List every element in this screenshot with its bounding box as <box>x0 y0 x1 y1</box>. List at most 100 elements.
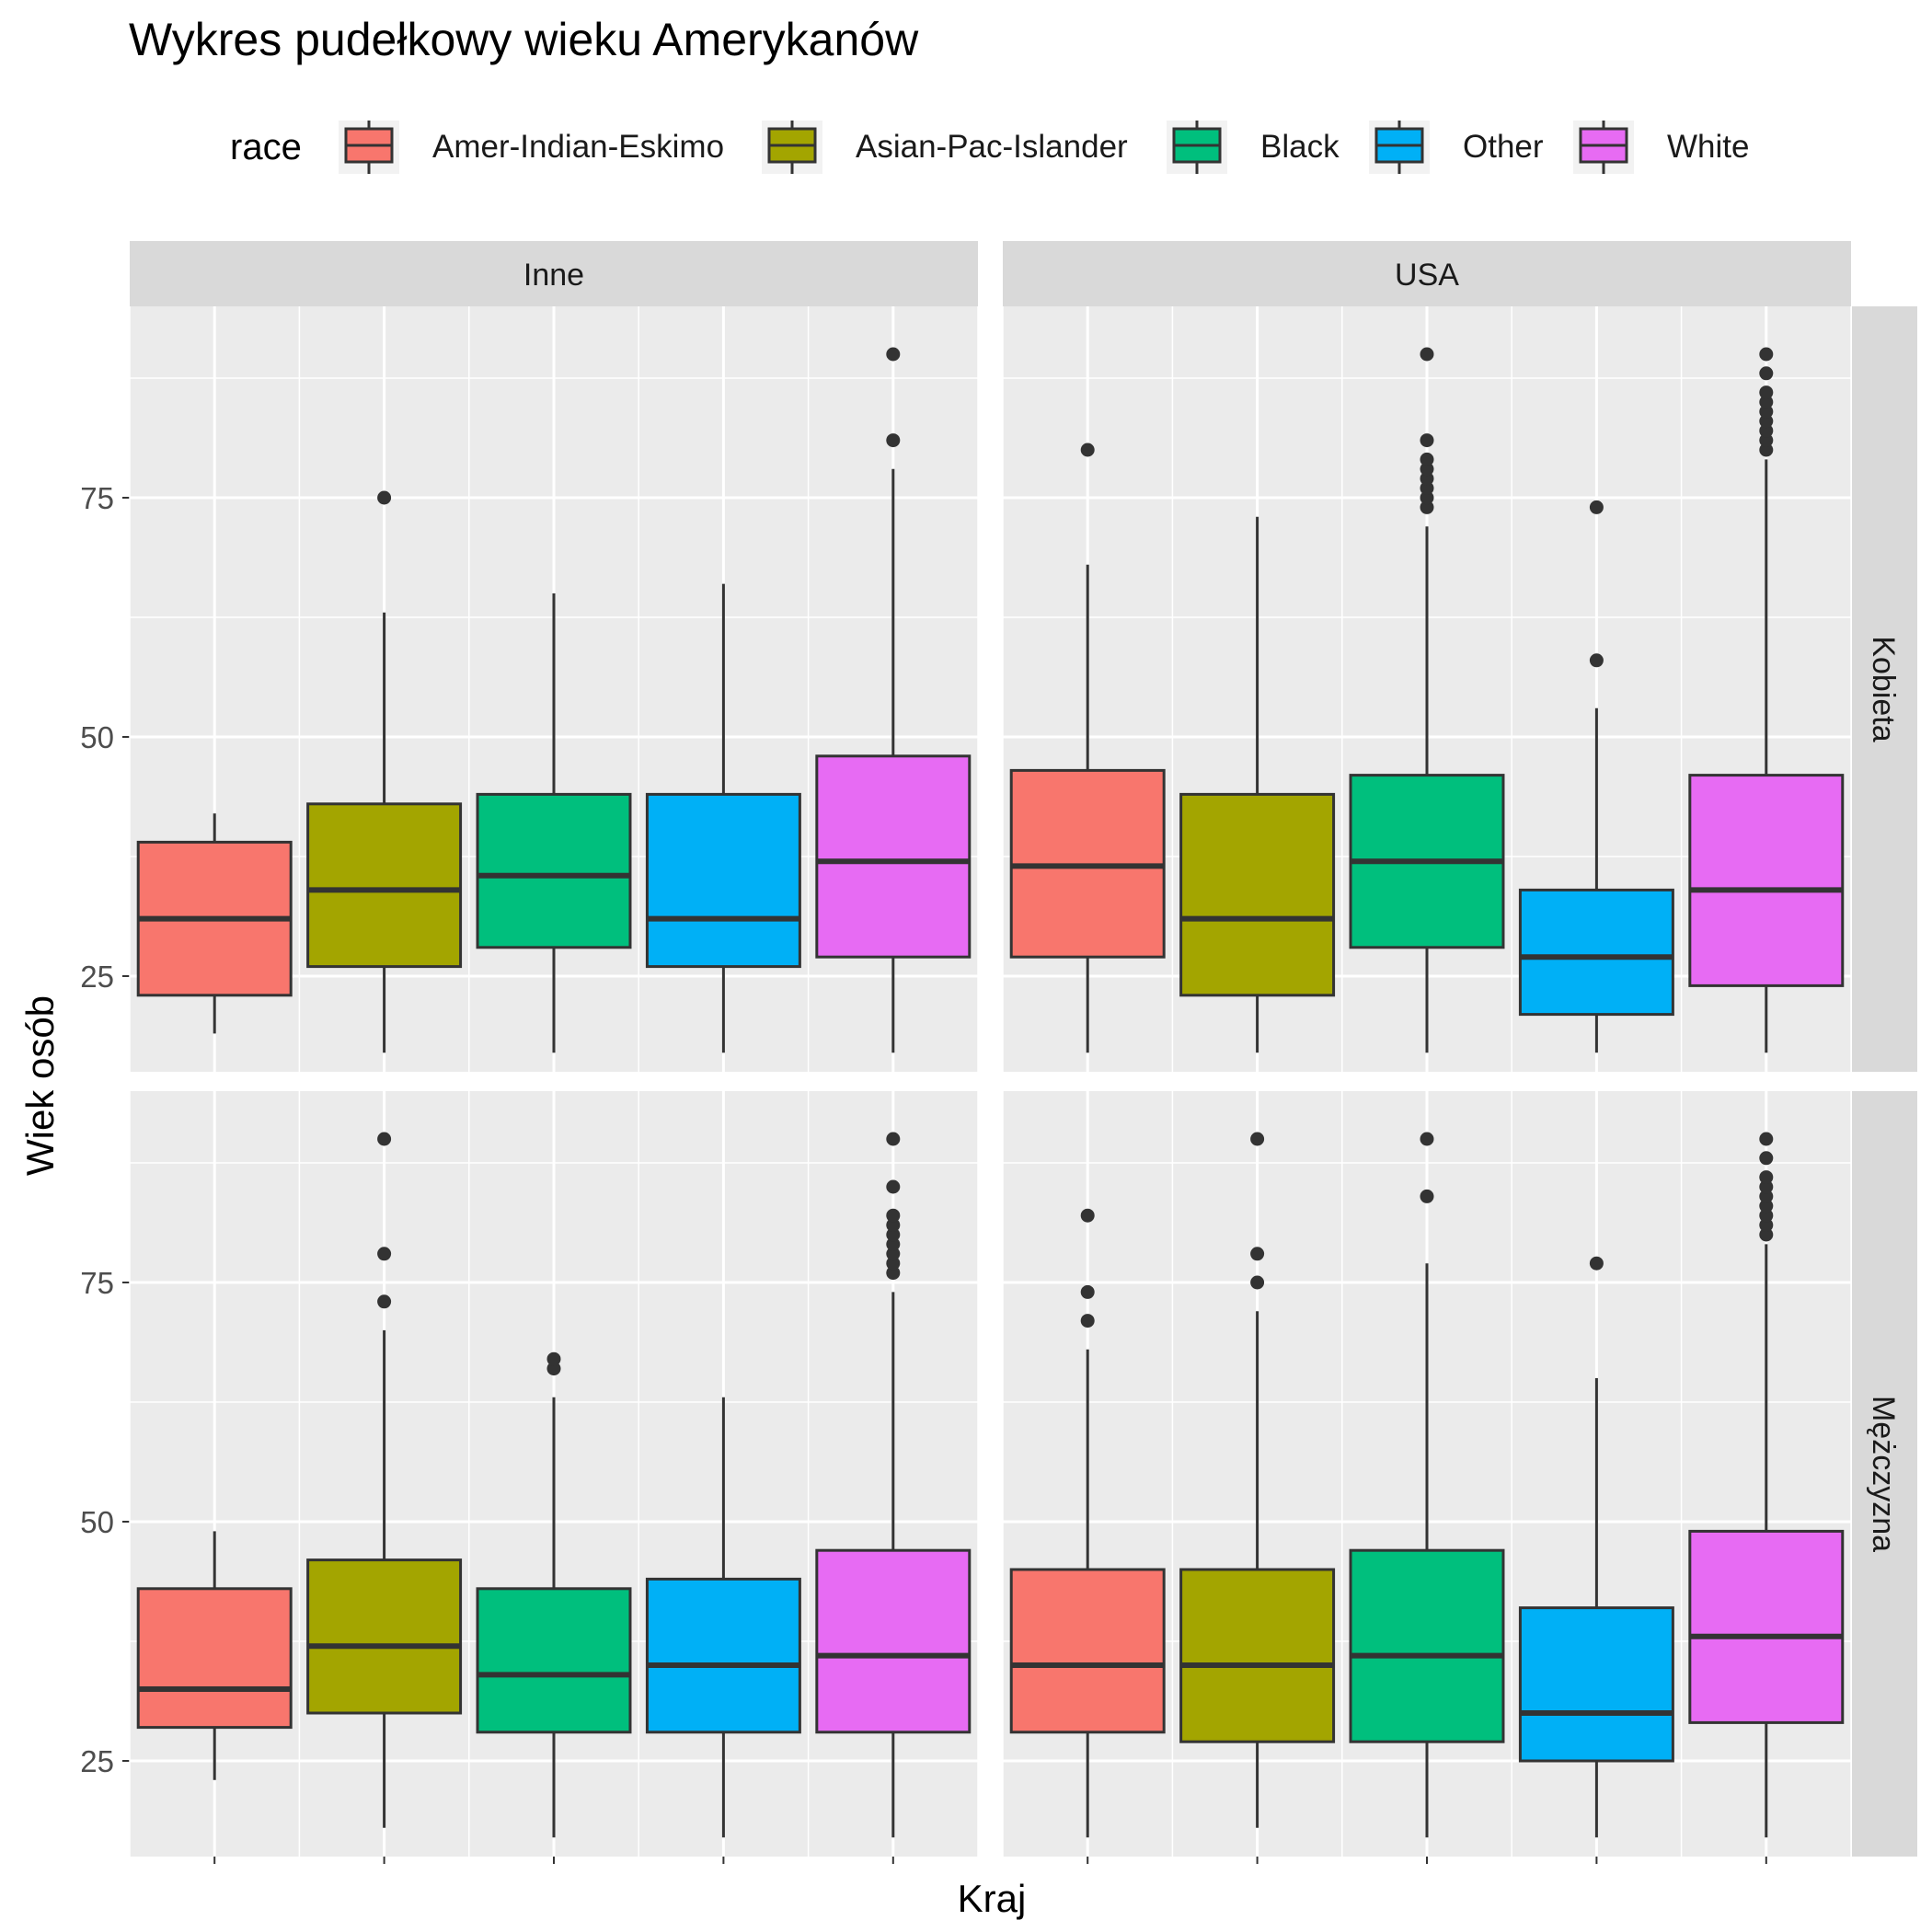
outlier-white <box>886 1247 901 1261</box>
outlier-white <box>1759 1170 1774 1185</box>
outlier-white <box>1759 1189 1774 1203</box>
strip-label-mężczyzna: Mężczyzna <box>1866 1396 1901 1552</box>
legend: race Amer-Indian-Eskimo Asian-Pac-Islande… <box>230 121 1749 174</box>
y-tick-label: 50 <box>80 720 114 754</box>
outlier-white <box>1759 385 1774 400</box>
panel-usa-kobieta <box>1002 306 1852 1072</box>
strip-usa <box>1003 241 1851 306</box>
outlier-white <box>1759 1218 1774 1233</box>
legend-label-black: Black <box>1260 129 1340 165</box>
outlier-amer-indian-eskimo <box>1080 1284 1095 1299</box>
box-other <box>645 1577 801 1734</box>
y-tick-label: 75 <box>80 481 114 515</box>
outlier-amer-indian-eskimo <box>1080 1208 1095 1223</box>
box-amer-indian-eskimo <box>136 1587 293 1730</box>
outlier-black <box>1420 471 1434 486</box>
outlier-other <box>1589 653 1604 668</box>
outlier-white <box>886 1227 901 1242</box>
outlier-white <box>886 1208 901 1223</box>
legend-label-asian-pac-islander: Asian-Pac-Islander <box>856 129 1128 165</box>
outlier-black <box>1420 1132 1434 1146</box>
outlier-white <box>1759 366 1774 381</box>
box-asian-pac-islander <box>1179 792 1336 997</box>
box-asian-pac-islander <box>1179 1568 1336 1743</box>
outlier-white <box>886 1179 901 1194</box>
outlier-white <box>1759 1199 1774 1213</box>
outlier-black <box>1420 433 1434 448</box>
outlier-white <box>1759 1208 1774 1223</box>
panel-usa-mężczyzna <box>1002 1091 1852 1864</box>
outlier-asian-pac-islander <box>377 1132 392 1146</box>
outlier-white <box>886 1256 901 1271</box>
outlier-white <box>886 1132 901 1146</box>
outlier-other <box>1589 1256 1604 1271</box>
outlier-black <box>1420 500 1434 514</box>
outlier-white <box>886 347 901 362</box>
outlier-black <box>1420 347 1434 362</box>
outlier-asian-pac-islander <box>1250 1275 1265 1290</box>
strip-mężczyzna <box>1852 1091 1917 1857</box>
y-tick-label: 25 <box>80 1744 114 1778</box>
chart-title: Wykres pudełkowy wieku Amerykanów <box>129 14 919 65</box>
strip-kobieta <box>1852 306 1917 1072</box>
outlier-asian-pac-islander <box>1250 1132 1265 1146</box>
outlier-amer-indian-eskimo <box>1080 1314 1095 1328</box>
outlier-asian-pac-islander <box>377 1247 392 1261</box>
strip-label-usa: USA <box>1395 258 1459 293</box>
strip-inne <box>130 241 978 306</box>
strip-label-kobieta: Kobieta <box>1866 636 1901 742</box>
outlier-asian-pac-islander <box>1250 1247 1265 1261</box>
y-tick-label: 75 <box>80 1266 114 1300</box>
panel-inne-kobieta <box>129 306 979 1072</box>
outlier-white <box>886 1218 901 1233</box>
legend-label-other: Other <box>1463 129 1544 165</box>
box-white <box>1688 1529 1845 1724</box>
legend-label-amer-indian-eskimo: Amer-Indian-Eskimo <box>432 129 724 165</box>
outlier-white <box>1759 347 1774 362</box>
box-other <box>645 792 801 969</box>
box-other <box>1518 888 1674 1017</box>
legend-title: race <box>230 127 302 167</box>
facet-panels: Inne USA Kobieta Mężczyzna 25 50 75 25 50 75 <box>80 241 1917 1864</box>
outlier-amer-indian-eskimo <box>1080 443 1095 457</box>
outlier-black <box>546 1362 561 1376</box>
outlier-white <box>886 1236 901 1251</box>
outlier-white <box>1759 433 1774 448</box>
outlier-asian-pac-islander <box>377 490 392 505</box>
panel-inne-mężczyzna <box>129 1091 979 1864</box>
box-black <box>476 792 632 949</box>
outlier-white <box>1759 1179 1774 1194</box>
box-asian-pac-islander <box>306 1558 463 1715</box>
outlier-white <box>1759 1151 1774 1166</box>
outlier-white <box>1759 1227 1774 1242</box>
outlier-black <box>546 1351 561 1366</box>
box-amer-indian-eskimo <box>1009 1568 1166 1734</box>
box-white <box>815 1548 972 1734</box>
outlier-white <box>1759 414 1774 429</box>
outlier-black <box>1420 452 1434 466</box>
box-white <box>815 754 972 959</box>
box-white <box>1688 774 1845 987</box>
outlier-black <box>1420 490 1434 505</box>
outlier-white <box>1759 404 1774 419</box>
outlier-white <box>1759 1132 1774 1146</box>
box-other <box>1518 1606 1674 1763</box>
legend-label-white: White <box>1667 129 1749 165</box>
x-axis-title: Kraj <box>958 1877 1027 1920</box>
outlier-black <box>1420 462 1434 477</box>
box-asian-pac-islander <box>306 802 463 969</box>
outlier-white <box>886 433 901 448</box>
y-tick-label: 25 <box>80 960 114 994</box>
strip-label-inne: Inne <box>523 258 584 293</box>
outlier-white <box>1759 395 1774 409</box>
y-axis-title: Wiek osób <box>18 995 62 1176</box>
outlier-white <box>886 1266 901 1281</box>
outlier-black <box>1420 481 1434 496</box>
outlier-white <box>1759 423 1774 438</box>
y-tick-label: 50 <box>80 1505 114 1539</box>
outlier-white <box>1759 443 1774 457</box>
box-black <box>1349 1548 1505 1743</box>
outlier-black <box>1420 1189 1434 1203</box>
box-black <box>476 1587 632 1734</box>
